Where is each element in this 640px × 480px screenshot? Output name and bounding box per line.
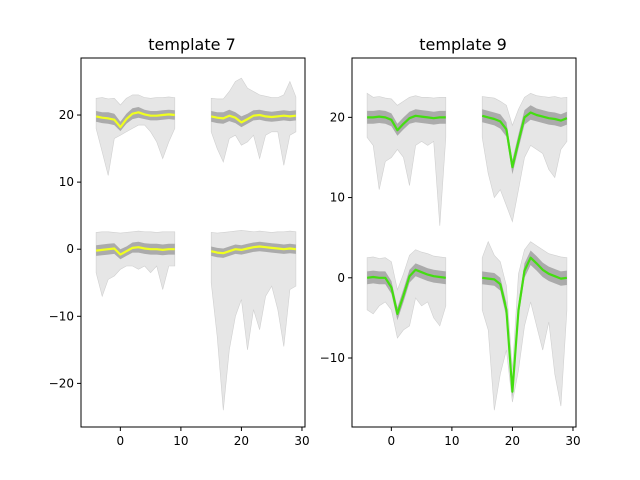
y-tick-label: −10	[320, 351, 345, 365]
y-tick-label: −10	[49, 309, 74, 323]
x-tick-label: 30	[294, 434, 309, 448]
std-band-ch0-seg0	[96, 107, 175, 132]
range-band-ch1-seg1	[210, 230, 297, 411]
range-band-ch1-seg1	[481, 240, 568, 411]
y-tick-label: 10	[59, 175, 74, 189]
std-band-ch1-seg0	[96, 241, 175, 260]
mean-line-ch0-seg1	[481, 111, 568, 169]
panel-title: template 7	[148, 35, 236, 54]
panel-title: template 9	[419, 35, 507, 54]
x-tick-label: 0	[117, 434, 125, 448]
y-tick-label: 20	[59, 108, 74, 122]
y-tick-label: 0	[66, 242, 74, 256]
x-tick-label: 20	[505, 434, 520, 448]
axes-frame	[80, 57, 306, 428]
mean-line-ch1-seg0	[366, 268, 446, 315]
x-tick-label: 30	[565, 434, 580, 448]
x-tick-label: 0	[388, 434, 396, 448]
x-tick-label: 10	[444, 434, 459, 448]
std-band-ch1-seg1	[211, 241, 296, 258]
y-tick-label: 10	[330, 191, 345, 205]
mean-line-ch1-seg1	[210, 245, 297, 255]
std-band-ch0-seg1	[482, 105, 567, 175]
range-band-ch0-seg0	[366, 92, 447, 226]
std-band-ch0-seg1	[211, 109, 296, 128]
std-band-ch1-seg0	[367, 263, 446, 321]
mean-line-ch0-seg0	[95, 111, 175, 129]
plot-area	[95, 77, 297, 411]
axis-ticks: 0 10 20 30 −10 0 10 20	[320, 110, 581, 448]
panel-template-9: template 9 0 10 20 30 −10 0 10 20	[320, 35, 581, 448]
plot-area	[366, 92, 568, 411]
mean-line-ch0-seg1	[210, 113, 297, 124]
x-tick-label: 20	[234, 434, 249, 448]
range-band-ch0-seg1	[210, 77, 297, 166]
axes-frame	[351, 57, 577, 428]
y-tick-label: 20	[330, 110, 345, 124]
y-tick-label: 0	[337, 271, 345, 285]
y-tick-label: −20	[49, 376, 74, 390]
panel-template-7: template 7 0 10 20 30 −20 −10 0 10 20	[49, 35, 310, 448]
axis-ticks: 0 10 20 30 −20 −10 0 10 20	[49, 108, 310, 448]
x-tick-label: 10	[173, 434, 188, 448]
mean-line-ch1-seg1	[482, 256, 568, 393]
mean-line-ch1-seg0	[95, 246, 175, 256]
mean-line-ch0-seg0	[367, 114, 446, 132]
